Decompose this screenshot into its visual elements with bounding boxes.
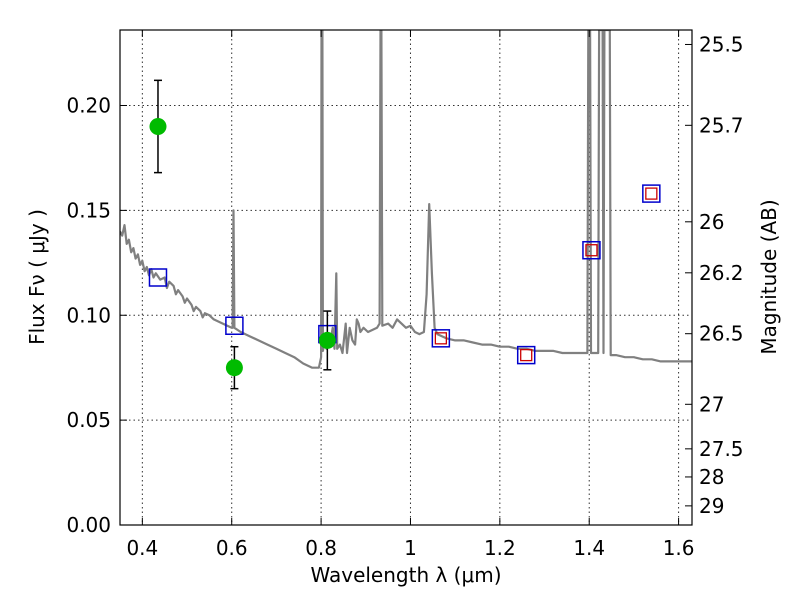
y-tick-label: 0.05 (66, 408, 111, 432)
model-band-marker (148, 268, 168, 287)
x-tick-label: 1.2 (484, 536, 516, 560)
mag-tick-label: 27.5 (699, 437, 744, 461)
mag-tick-label: 25.5 (699, 32, 744, 56)
model-bands-layer (148, 184, 661, 365)
model-band-marker (225, 316, 244, 335)
model-band-inner-marker (520, 348, 533, 362)
x-tick-label: 1.6 (663, 536, 695, 560)
y-tick-label: 0.00 (66, 513, 111, 537)
y-tick-label: 0.15 (66, 198, 111, 222)
model-band-marker (582, 240, 601, 260)
model-band-marker (431, 329, 451, 348)
observed-point (149, 117, 167, 135)
model-band-inner-marker (585, 244, 598, 257)
observed-points-layer (149, 79, 336, 390)
x-tick-label: 0.8 (305, 536, 337, 560)
model-band-inner-marker (645, 187, 658, 200)
grid (120, 30, 692, 525)
observed-point (225, 359, 243, 377)
x-axis-title: Wavelength λ (μm) (310, 563, 501, 587)
plot-frame (119, 29, 693, 526)
model-band-inner-marker (434, 332, 448, 345)
x-tick-label: 1.4 (573, 536, 605, 560)
y2-axis-title: Magnitude (AB) (757, 199, 781, 354)
ticks: 0.4 0.6 0.8 1 1.2 1.4 1.6 0.00 0.05 0.10 0.15 0.20 2… (66, 30, 744, 560)
x-tick-label: 1 (404, 536, 417, 560)
y-tick-label: 0.20 (66, 94, 111, 118)
y-axis-title: Flux Fν ( μJy ) (25, 209, 49, 345)
model-band-marker (516, 345, 536, 365)
observed-point (318, 331, 336, 349)
mag-tick-label: 29 (699, 494, 724, 518)
model-spectrum-layer (120, 30, 692, 369)
x-tick-label: 0.6 (216, 536, 248, 560)
y-tick-label: 0.10 (66, 303, 111, 327)
mag-tick-label: 28 (699, 465, 724, 489)
mag-tick-label: 25.7 (699, 113, 744, 137)
model-spectrum-line (120, 30, 692, 369)
model-band-marker (642, 184, 661, 203)
mag-tick-label: 26 (699, 210, 724, 234)
mag-tick-label: 27 (699, 392, 724, 416)
x-tick-label: 0.4 (126, 536, 158, 560)
mag-tick-label: 26.5 (699, 322, 744, 346)
mag-tick-label: 26.2 (699, 261, 744, 285)
